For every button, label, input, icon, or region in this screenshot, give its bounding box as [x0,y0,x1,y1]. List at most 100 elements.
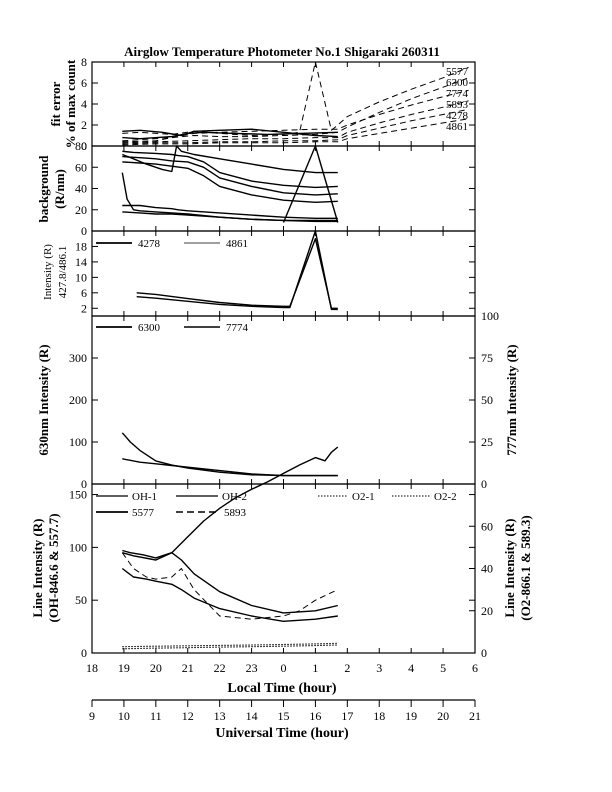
universal-time-tick-label: 11 [150,709,162,723]
universal-time-tick-label: 16 [309,709,321,723]
background-ytick-label: 0 [81,224,87,238]
local-time-tick-label: 0 [281,661,287,675]
630-777-ytick-right-label: 25 [481,435,493,449]
local-time-tick-label: 6 [472,661,478,675]
777-ylabel: 777nm Intensity (R) [504,344,519,455]
series-intensity-4278-4861-4861 [136,230,338,311]
630-777-ytick-label: 300 [69,351,87,365]
series-background-bg2 [122,150,338,189]
line-intensity-ytick-right-label: 20 [481,604,493,618]
series-line-intensity-5893 [121,552,339,620]
line-intensity-ytick-right-label: 0 [481,646,487,660]
local-time-tick-label: 1 [312,661,318,675]
line-intensity-ytick-label: 150 [69,488,87,502]
legend-label-4278: 4278 [138,238,161,250]
universal-time-axis: 9 10 11 12 13 14 15 16 17 18 19 20 21 [89,699,481,723]
local-time-tick-label: 2 [344,661,350,675]
local-time-tick-label: 19 [118,661,130,675]
series-background-bg6 [122,204,338,220]
line-intensity-right-ylabel: Line Intensity (R) [502,519,517,618]
panel-background: 0 20 40 60 80 background (R/nm) [36,139,476,238]
fit-error-ytick-label: 6 [81,76,87,90]
background-ylabel: background [36,155,51,223]
fit-error-ytick-label: 0 [81,139,87,153]
630-ylabel: 630nm Intensity (R) [36,344,51,455]
series-fit-error-fit-b [122,131,338,140]
series-fit-error-5893 [122,100,469,144]
legend-label-6300: 6300 [138,322,161,334]
legend-label-o22: O2-2 [434,491,457,503]
intensity-4278-4861-ytick-label: 18 [75,239,87,253]
630-777-ytick-right-label: 0 [481,477,487,491]
universal-time-tick-label: 12 [182,709,194,723]
local-time-tick-label: 4 [408,661,414,675]
local-time-tick-label: 22 [214,661,226,675]
panel-fit-error: 0 2 4 6 8 fit error % of max count 5577 6300… [48,55,476,153]
universal-time-tick-label: 17 [341,709,353,723]
end-label-4278: 4278 [446,110,469,122]
series-background-bg-spike [282,145,339,223]
630-777-ytick-right-label: 100 [481,309,499,323]
line-intensity-ytick-label: 100 [69,540,87,554]
line-intensity-ytick-label: 0 [81,646,87,660]
fit-error-ytick-label: 8 [81,55,87,69]
universal-time-tick-label: 15 [278,709,290,723]
background-ytick-label: 40 [75,182,87,196]
local-time-tick-label: 5 [440,661,446,675]
fit-error-ylabel: fit error [48,81,63,126]
line-intensity-ylabel-sub: (OH-846.6 & 557.7) [46,513,61,622]
intensity-4278-4861-ytick-label: 10 [75,270,87,284]
line-intensity-ytick-label: 50 [75,593,87,607]
series-630-777-7774 [122,458,338,477]
legend-label-4861: 4861 [226,238,248,250]
background-ytick-label: 60 [75,160,87,174]
630-777-ytick-right-label: 50 [481,393,493,407]
series-line-intensity-oh-1 [121,567,338,622]
background-ytick-label: 80 [75,139,87,153]
legend-label-5893: 5893 [224,507,247,519]
end-label-5577: 5577 [446,66,469,78]
panel-630-777: 0 100 200 300 0 25 50 75 100 6300 7774 630nm Int… [36,309,519,491]
630-777-ytick-label: 0 [81,477,87,491]
end-label-7774: 7774 [446,88,469,100]
universal-time-label: Universal Time (hour) [215,726,349,741]
series-line-intensity-oh-2 [122,549,338,614]
legend-label-o21: O2-1 [352,491,375,503]
series-background-bg3 [122,155,338,196]
universal-time-tick-label: 10 [118,709,130,723]
universal-time-tick-label: 21 [469,709,481,723]
universal-time-tick-label: 19 [405,709,417,723]
line-intensity-ylabel: Line Intensity (R) [30,519,45,618]
fit-error-ylabel-sub: % of max count [63,59,78,148]
legend-label-7774: 7774 [226,322,249,334]
line-intensity-ytick-right-label: 60 [481,519,493,533]
universal-time-tick-label: 20 [437,709,449,723]
line-intensity-ytick-right-label: 40 [481,562,493,576]
end-label-4861: 4861 [446,121,468,133]
series-line-intensity-5577 [122,446,339,561]
630-777-frame [91,315,476,485]
fit-error-ytick-label: 4 [81,97,87,111]
end-label-5893: 5893 [446,99,469,111]
series-line-intensity-o2-1 [122,644,338,650]
intensity-ylabel: Intensity (R) [42,244,54,300]
legend-label-oh1: OH-1 [132,491,157,503]
intensity-4278-4861-ytick-label: 14 [75,255,87,269]
local-time-tick-label: 18 [86,661,98,675]
local-time-tick-label: 21 [182,661,194,675]
legend-label-5577: 5577 [132,507,155,519]
630-777-ytick-right-label: 75 [481,351,493,365]
universal-time-tick-label: 9 [89,709,95,723]
intensity-4278-4861-ytick-label: 6 [81,286,87,300]
local-time-tick-label: 3 [376,661,382,675]
series-fit-error-5577 [122,61,469,136]
series-background-bg7 [122,211,338,223]
intensity-ylabel-sub: 427.8/486.1 [57,246,69,299]
universal-time-tick-label: 14 [246,709,258,723]
fit-error-ytick-label: 2 [81,118,87,132]
background-ylabel-sub: (R/nm) [52,169,67,209]
local-time-label: Local Time (hour) [227,681,336,696]
